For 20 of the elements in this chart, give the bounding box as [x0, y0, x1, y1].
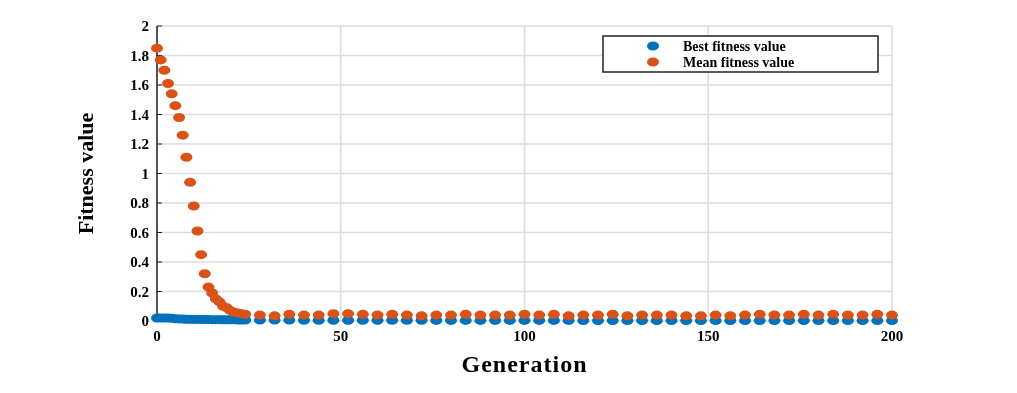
y-tick-label: 0.4	[130, 254, 150, 271]
y-tick-label: 0.8	[130, 195, 149, 212]
y-tick-label: 0.6	[130, 224, 150, 241]
y-tick-label: 1.8	[130, 47, 149, 64]
x-tick-label: 0	[153, 328, 161, 344]
y-tick-label: 2	[141, 18, 149, 35]
x-tick-label: 100	[513, 328, 536, 344]
x-tick-label: 200	[880, 328, 904, 344]
y-tick-label: 0	[141, 313, 149, 330]
legend-label: Mean fitness value	[683, 54, 795, 70]
y-tick-label: 1.6	[130, 77, 150, 94]
y-tick-label: 1.2	[130, 136, 149, 153]
y-tick-label: 0.2	[130, 283, 149, 300]
x-tick-label: 50	[333, 328, 349, 344]
y-axis-title: Fitness value	[73, 112, 98, 235]
x-axis-title: Generation	[461, 351, 588, 377]
x-tick-label: 150	[697, 328, 720, 344]
y-tick-label: 1.4	[130, 106, 150, 123]
legend-label: Best fitness value	[683, 38, 786, 54]
y-tick-label: 1	[141, 165, 149, 182]
